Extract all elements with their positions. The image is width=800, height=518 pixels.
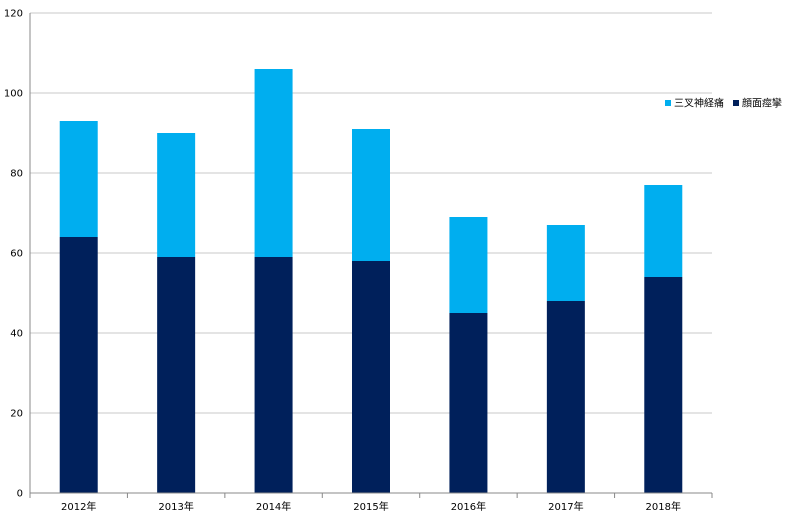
x-tick-label: 2014年 (256, 500, 291, 513)
bar-bottom-segment (546, 301, 585, 493)
y-tick-label: 60 (10, 249, 23, 260)
bar-top-segment (352, 129, 390, 261)
x-tick-label: 2012年 (61, 500, 96, 513)
x-tick-label: 2013年 (158, 500, 193, 513)
y-tick-label: 80 (10, 169, 23, 180)
legend-label: 三叉神経痛 (674, 97, 724, 110)
bar-top-segment (644, 185, 683, 277)
y-tick-label: 100 (4, 89, 23, 100)
bar-top-segment (449, 217, 488, 313)
y-tick-labels: 0 20 40 60 80 100 120 (4, 9, 23, 500)
y-tick-label: 120 (4, 9, 23, 20)
x-tick-label: 2018年 (646, 500, 681, 513)
bar-bottom-segment (352, 261, 390, 493)
legend: 三叉神経痛 顔面痙攣 (665, 97, 782, 110)
bar-top-segment (546, 225, 585, 301)
legend-label: 顔面痙攣 (742, 97, 782, 110)
bar-top-segment (254, 69, 293, 257)
legend-swatch (665, 100, 671, 106)
bar-bottom-segment (449, 313, 488, 493)
legend-swatch (733, 100, 739, 106)
bar-bottom-segment (157, 257, 196, 493)
bar-bottom-segment (644, 277, 683, 493)
x-tick-label: 2015年 (353, 500, 388, 513)
bar-top-segment (157, 133, 196, 257)
x-tick-labels: 2012年 2013年 2014年 2015年 2016年 2017年 2018年 (61, 500, 681, 513)
x-tick-label: 2017年 (548, 500, 583, 513)
bar-top-segment (59, 121, 98, 237)
y-tick-label: 40 (10, 329, 23, 340)
bars (59, 69, 683, 493)
axes (29, 13, 713, 498)
y-tick-label: 20 (10, 409, 23, 420)
bar-bottom-segment (254, 257, 293, 493)
x-tick-label: 2016年 (451, 500, 486, 513)
bar-bottom-segment (59, 237, 98, 493)
y-tick-label: 0 (17, 489, 23, 500)
